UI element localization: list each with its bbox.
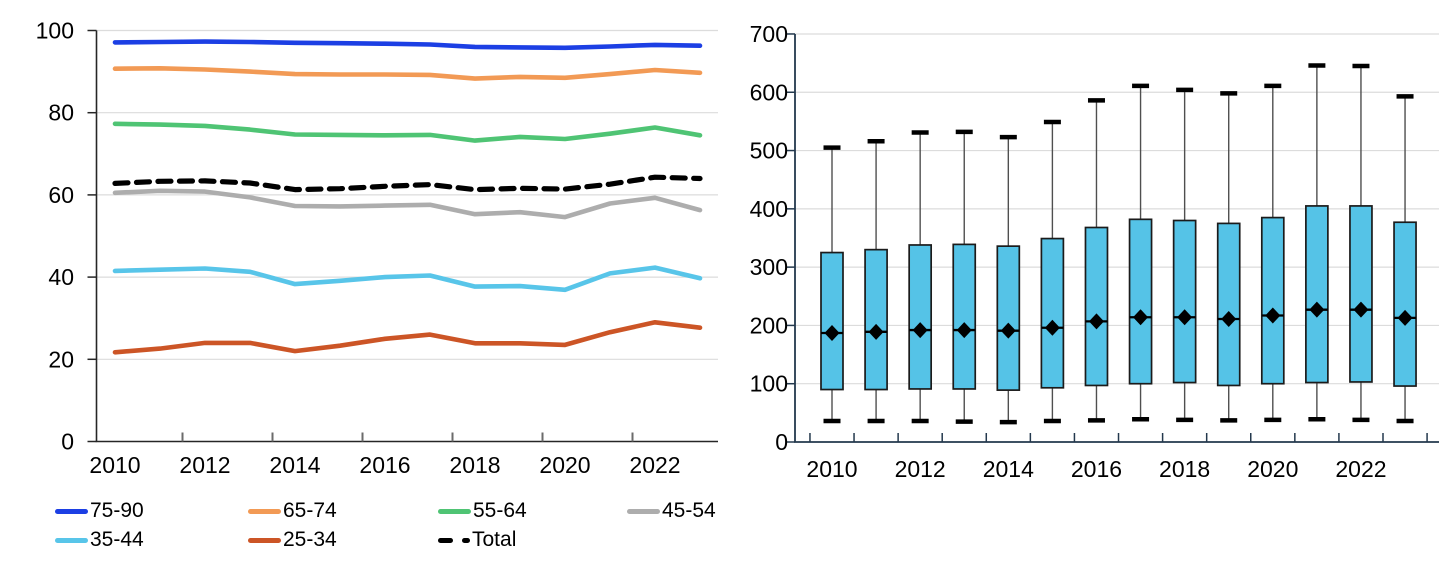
box-group-2017 — [1128, 83, 1153, 422]
y-tick-label: 400 — [750, 196, 788, 222]
iqr-box — [952, 243, 977, 390]
box-group-2013 — [952, 129, 977, 424]
iqr-box — [820, 251, 844, 391]
iqr-box — [1349, 205, 1373, 383]
y-axis-ticks — [87, 29, 97, 443]
iqr-box — [908, 244, 933, 390]
mean-diamond-marker — [1309, 301, 1325, 318]
y-tick-label: 40 — [48, 264, 74, 290]
iqr-box — [1260, 216, 1285, 385]
box-group-2018 — [1172, 87, 1197, 423]
box-group-2010 — [820, 145, 844, 424]
x-axis-ticks — [809, 433, 1428, 442]
iqr-box — [1128, 218, 1153, 385]
y-axis-labels: 0 100 200 300 400 500 600 700 — [750, 21, 788, 455]
iqr-box — [996, 245, 1021, 391]
mean-diamond-marker — [1044, 319, 1060, 336]
mean-diamond-marker — [912, 322, 928, 339]
x-tick-label: 2010 — [806, 456, 857, 482]
box-group-2016 — [1084, 98, 1109, 423]
line-series-55-64 — [112, 121, 703, 143]
gridlines — [795, 33, 1439, 385]
box-plot-figure: 0 100 200 300 400 500 600 700 2010 2012 2014 2016 20… — [735, 0, 1445, 561]
y-tick-label: 600 — [750, 79, 788, 105]
x-tick-label: 2016 — [359, 452, 410, 478]
line-chart: 0 20 40 60 80 100 2010 2012 2014 2016 2018 2020 2022 — [36, 18, 718, 478]
iqr-box — [1172, 219, 1197, 384]
mean-diamond-marker — [956, 322, 972, 339]
mean-diamond-marker — [1000, 322, 1016, 339]
line-series-35-44 — [112, 265, 703, 293]
line-series-45-54 — [112, 188, 703, 220]
line-series-total — [112, 174, 703, 193]
mean-diamond-marker — [1265, 307, 1281, 324]
x-tick-label: 2018 — [1159, 456, 1210, 482]
x-tick-label: 2020 — [1247, 456, 1298, 482]
box-group-2014 — [996, 134, 1021, 425]
line-series-75-90 — [112, 39, 703, 51]
y-tick-label: 200 — [750, 312, 788, 338]
line-chart-figure: 0 20 40 60 80 100 2010 2012 2014 2016 2018 2020 2022… — [36, 18, 718, 551]
mean-diamond-marker — [1221, 311, 1237, 328]
x-tick-label: 2020 — [539, 452, 590, 478]
line-series-25-34 — [112, 319, 703, 355]
iqr-box — [1084, 226, 1109, 387]
x-tick-label: 2022 — [629, 452, 680, 478]
boxes — [820, 63, 1417, 425]
mean-diamond-marker — [868, 323, 884, 340]
box-group-2020 — [1260, 83, 1285, 423]
y-tick-label: 60 — [48, 182, 74, 208]
box-group-2012 — [908, 130, 933, 424]
box-group-2019 — [1216, 91, 1241, 423]
x-axis-ticks — [181, 432, 634, 442]
x-tick-label: 2012 — [179, 452, 230, 478]
y-tick-label: 0 — [61, 429, 74, 455]
box-group-2023 — [1393, 94, 1417, 424]
mean-diamond-marker — [1397, 309, 1413, 326]
iqr-box — [864, 248, 888, 391]
axes — [794, 33, 1439, 443]
x-tick-label: 2014 — [269, 452, 320, 478]
box-group-2015 — [1040, 119, 1065, 424]
x-axis-labels: 2010 2012 2014 2016 2018 2020 2022 — [89, 452, 680, 478]
y-tick-label: 300 — [750, 254, 788, 280]
y-tick-label: 80 — [48, 100, 74, 126]
box-group-2021 — [1305, 63, 1329, 422]
line-series — [112, 39, 703, 355]
iqr-box — [1393, 221, 1417, 387]
mean-diamond-marker — [1133, 309, 1149, 326]
y-tick-label: 20 — [48, 346, 74, 372]
y-axis-ticks — [786, 33, 795, 443]
x-tick-label: 2022 — [1335, 456, 1386, 482]
gridlines — [96, 29, 718, 360]
line-series-65-74 — [112, 66, 703, 81]
mean-diamond-marker — [1088, 313, 1104, 330]
x-tick-label: 2012 — [895, 456, 946, 482]
x-axis-labels: 2010 2012 2014 2016 2018 2020 2022 — [806, 456, 1386, 482]
x-tick-label: 2016 — [1071, 456, 1122, 482]
y-tick-label: 500 — [750, 138, 788, 164]
mean-diamond-marker — [824, 324, 840, 341]
mean-diamond-marker — [1177, 309, 1193, 326]
y-tick-label: 100 — [36, 18, 74, 44]
box-group-2022 — [1349, 63, 1373, 423]
iqr-box — [1305, 205, 1329, 384]
y-tick-label: 700 — [750, 21, 788, 47]
x-tick-label: 2014 — [983, 456, 1034, 482]
box-group-2011 — [864, 138, 888, 424]
y-tick-label: 100 — [750, 371, 788, 397]
x-tick-label: 2010 — [89, 452, 140, 478]
x-tick-label: 2018 — [449, 452, 500, 478]
mean-diamond-marker — [1353, 301, 1369, 318]
iqr-box — [1216, 222, 1241, 387]
iqr-box — [1040, 237, 1065, 389]
y-axis-labels: 0 20 40 60 80 100 — [36, 18, 74, 455]
y-tick-label: 0 — [775, 429, 788, 455]
axes — [95, 30, 718, 443]
